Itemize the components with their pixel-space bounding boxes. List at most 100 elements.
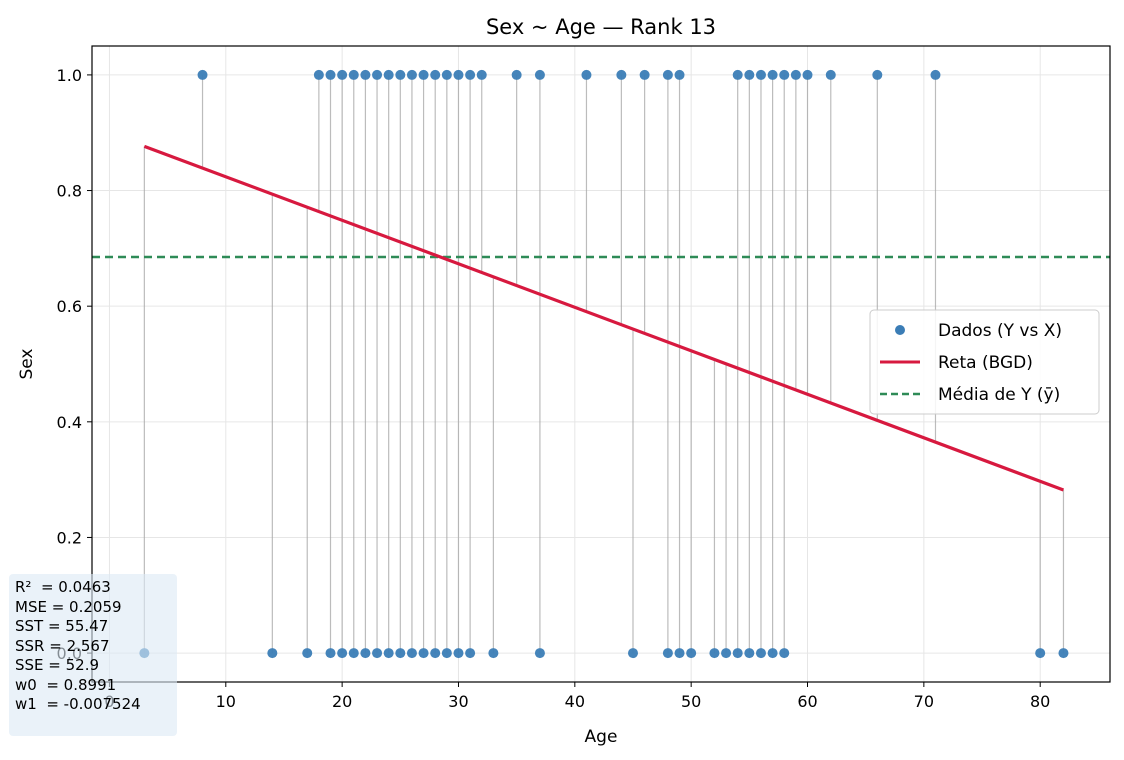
data-point — [767, 648, 778, 659]
data-point — [465, 69, 476, 80]
x-tick-label: 10 — [216, 692, 236, 711]
stats-line: w1 = -0.007524 — [15, 695, 141, 713]
y-tick-label: 0.4 — [57, 413, 82, 432]
fit-line — [143, 144, 1065, 492]
data-point — [430, 648, 441, 659]
legend-label-data: Dados (Y vs X) — [938, 321, 1062, 341]
data-point — [406, 648, 417, 659]
data-point — [755, 69, 766, 80]
data-point — [581, 69, 592, 80]
data-point — [802, 69, 813, 80]
x-tick-label: 30 — [448, 692, 468, 711]
data-point — [372, 69, 383, 80]
data-point — [534, 69, 545, 80]
stats-box — [9, 574, 177, 736]
data-point — [383, 648, 394, 659]
data-point — [418, 69, 429, 80]
stats-line: MSE = 0.2059 — [15, 597, 122, 616]
x-tick-label: 80 — [1030, 692, 1050, 711]
x-tick-label: 50 — [681, 692, 701, 711]
data-point — [511, 69, 522, 80]
legend-box — [869, 309, 1100, 415]
y-tick-label: 0.2 — [57, 528, 82, 547]
stats-line: SSR = 2.567 — [15, 636, 110, 655]
data-point — [313, 69, 324, 80]
data-point — [267, 648, 278, 659]
data-point — [627, 648, 638, 659]
x-tick-label: 40 — [565, 692, 585, 711]
data-point — [441, 648, 452, 659]
data-point — [453, 69, 464, 80]
data-point — [790, 69, 801, 80]
stats-line: R² = 0.0463 — [15, 578, 111, 596]
stats-line: SST = 55.47 — [15, 617, 109, 635]
chart-title: Sex ~ Age — Rank 13 — [486, 15, 716, 39]
data-point — [383, 69, 394, 80]
x-tick-label: 70 — [914, 692, 934, 711]
data-point — [430, 69, 441, 80]
y-tick-label: 1.0 — [57, 66, 82, 85]
data-point — [1035, 648, 1046, 659]
data-point — [744, 69, 755, 80]
x-axis-ticks: 01020304050607080 — [104, 682, 1050, 711]
data-point — [360, 69, 371, 80]
data-points — [139, 69, 1069, 659]
data-point — [825, 69, 836, 80]
stats-line: SSE = 52.9 — [15, 656, 100, 674]
data-point — [755, 648, 766, 659]
data-point — [488, 648, 499, 659]
data-point — [779, 69, 790, 80]
data-point — [767, 69, 778, 80]
data-point — [616, 69, 627, 80]
data-point — [662, 69, 673, 80]
data-point — [639, 69, 650, 80]
data-point — [325, 69, 336, 80]
data-point — [372, 648, 383, 659]
data-point — [453, 648, 464, 659]
legend-label-mean: Média de Y (ȳ) — [938, 385, 1060, 405]
y-tick-label: 0.6 — [57, 297, 82, 316]
data-point — [721, 648, 732, 659]
data-point — [709, 648, 720, 659]
data-point — [744, 648, 755, 659]
legend-label-fit: Reta (BGD) — [938, 353, 1033, 373]
residual-lines — [143, 74, 1065, 654]
data-point — [872, 69, 883, 80]
data-point — [348, 69, 359, 80]
x-axis-title: Age — [585, 727, 618, 747]
data-point — [534, 648, 545, 659]
x-tick-label: 20 — [332, 692, 352, 711]
data-point — [686, 648, 697, 659]
data-point — [662, 648, 673, 659]
plot-frame — [91, 45, 1111, 683]
stats-line: w0 = 0.8991 — [15, 675, 117, 694]
data-point — [441, 69, 452, 80]
y-axis-title: Sex — [17, 348, 37, 379]
data-point — [779, 648, 790, 659]
stats-text: R² = 0.0463 MSE = 0.2059 SST = 55.47 SSR = … — [15, 578, 141, 715]
legend-marker-data — [895, 325, 905, 335]
data-point — [476, 69, 487, 80]
data-point — [732, 69, 743, 80]
x-tick-label: 60 — [797, 692, 817, 711]
data-point — [732, 648, 743, 659]
data-point — [930, 69, 941, 80]
data-point — [360, 648, 371, 659]
fit-line-layer — [143, 144, 1065, 492]
data-point — [395, 648, 406, 659]
data-point — [337, 648, 348, 659]
data-point — [348, 648, 359, 659]
data-point — [406, 69, 417, 80]
data-point — [197, 69, 208, 80]
data-point — [465, 648, 476, 659]
data-point — [1058, 648, 1069, 659]
data-point — [302, 648, 313, 659]
data-point — [337, 69, 348, 80]
legend: Dados (Y vs X) Reta (BGD) Média de Y (ȳ) — [869, 309, 1100, 415]
data-point — [674, 69, 685, 80]
data-point — [674, 648, 685, 659]
data-point — [395, 69, 406, 80]
y-tick-label: 0.8 — [57, 182, 82, 201]
data-point — [325, 648, 336, 659]
